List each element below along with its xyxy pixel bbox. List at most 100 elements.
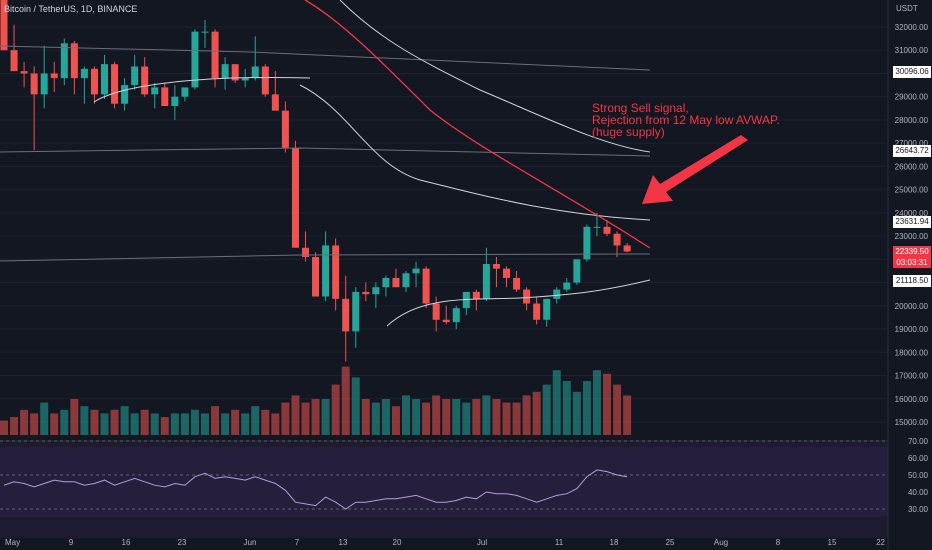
annotation-text: Strong Sell signal, Rejection from 12 Ma…: [592, 102, 780, 138]
candle-body: [563, 282, 571, 290]
volume-bar: [100, 413, 109, 435]
volume-bar: [402, 395, 410, 435]
volume-bar: [110, 409, 119, 435]
price-tag-level4: 21118.50: [893, 275, 931, 287]
candle-body: [543, 298, 551, 320]
indicator-lines: [0, 0, 651, 327]
volume-bar: [30, 413, 39, 435]
rsi-tick-label: 40.00: [908, 488, 929, 497]
candle-body: [392, 277, 400, 288]
volume-bar: [613, 384, 622, 435]
volume-bar: [10, 417, 19, 435]
candle-body: [523, 289, 531, 304]
arrow-shape: [642, 135, 748, 204]
x-tick-label: May: [5, 538, 20, 547]
candle-body: [332, 245, 340, 299]
volume-bar: [211, 406, 220, 435]
volume-bar: [462, 402, 471, 435]
candle-body: [201, 31, 209, 33]
volume-bar: [361, 399, 370, 435]
rsi-pane: [0, 440, 888, 510]
candle-body: [121, 85, 129, 104]
annotation-line: Rejection from 12 May low AVWAP.: [592, 113, 780, 127]
candle-body: [482, 264, 490, 299]
volume-bar: [311, 399, 320, 435]
rsi-tick-label: 60.00: [908, 454, 929, 463]
price-tag-level1: 30096.06: [893, 66, 931, 78]
annotation-line: (huge supply): [592, 125, 665, 139]
y-tick-label: 18000.00: [895, 348, 929, 357]
volume-bar: [603, 373, 611, 435]
x-tick-label: 20: [393, 538, 402, 547]
volume-bar: [271, 413, 280, 435]
x-tick-label: 25: [666, 538, 675, 547]
currency-label: USDT: [896, 4, 918, 13]
y-tick-label: 28000.00: [895, 116, 929, 125]
candle-body: [10, 50, 18, 72]
candle-body: [452, 308, 460, 323]
candle-body: [80, 68, 88, 79]
volume-bar: [180, 413, 189, 435]
volume-bar: [351, 377, 360, 435]
candle-body: [422, 268, 430, 304]
candle-body: [372, 287, 380, 295]
x-tick-label: 7: [295, 538, 300, 547]
candlesticks: [0, 0, 631, 362]
y-tick-label: 26000.00: [895, 162, 929, 171]
volume-bar: [572, 391, 581, 435]
candle-body: [322, 245, 330, 297]
volume-bar: [422, 402, 431, 435]
candle-body: [231, 64, 239, 81]
volume-bar: [190, 409, 199, 435]
x-tick-label: 11: [555, 538, 564, 547]
volume-bar: [492, 399, 501, 435]
volume-bar: [412, 399, 421, 435]
y-tick-label: 25000.00: [895, 186, 929, 195]
candle-body: [281, 110, 289, 148]
current-price-value: 22339.50: [895, 247, 929, 256]
candle-body: [613, 233, 621, 246]
volume-bar: [20, 409, 29, 435]
volume-bar: [170, 413, 179, 435]
y-tick-label: 24000.00: [895, 209, 929, 218]
candle-body: [573, 259, 581, 283]
candle-body: [241, 78, 249, 81]
x-tick-label: 23: [178, 538, 187, 547]
candle-body: [291, 147, 299, 248]
x-tick-label: 8: [776, 538, 781, 547]
candle-body: [623, 245, 631, 252]
volume-bar: [472, 399, 481, 435]
candle-body: [442, 319, 450, 323]
candle-body: [40, 73, 48, 95]
volume-bar: [301, 402, 310, 435]
avwap-line: [386, 279, 651, 327]
y-tick-label: 17000.00: [895, 372, 929, 381]
candle-body: [271, 94, 279, 111]
volume-bar: [140, 409, 149, 435]
candle-body: [251, 66, 259, 79]
volume-bar: [80, 406, 89, 435]
volume-bar: [150, 413, 159, 435]
candle-body: [603, 226, 611, 234]
rsi-band-fill: [0, 447, 888, 517]
y-tick-label: 32000.00: [895, 23, 929, 32]
annotation-line: Strong Sell signal,: [592, 101, 689, 115]
volume-bar: [482, 395, 491, 435]
volume-bar: [432, 395, 441, 435]
volume-bar: [381, 399, 390, 435]
candle-body: [261, 66, 269, 95]
x-tick-label: 9: [69, 538, 74, 547]
candle-body: [141, 66, 149, 95]
candle-body: [171, 96, 179, 106]
volume-bar: [391, 406, 400, 435]
volume-bar: [341, 366, 350, 435]
volume-bar: [241, 413, 250, 435]
time-axis: May 9 16 23 Jun 7 13 20 Jul 11 18 25 Aug 8 15 22: [5, 538, 886, 547]
y-tick-label: 19000.00: [895, 325, 929, 334]
volume-bar: [442, 399, 451, 435]
volume-bar: [592, 370, 601, 435]
sell-signal-arrow: [642, 135, 748, 204]
candle-body: [583, 226, 591, 260]
avwap-line: [93, 76, 311, 103]
